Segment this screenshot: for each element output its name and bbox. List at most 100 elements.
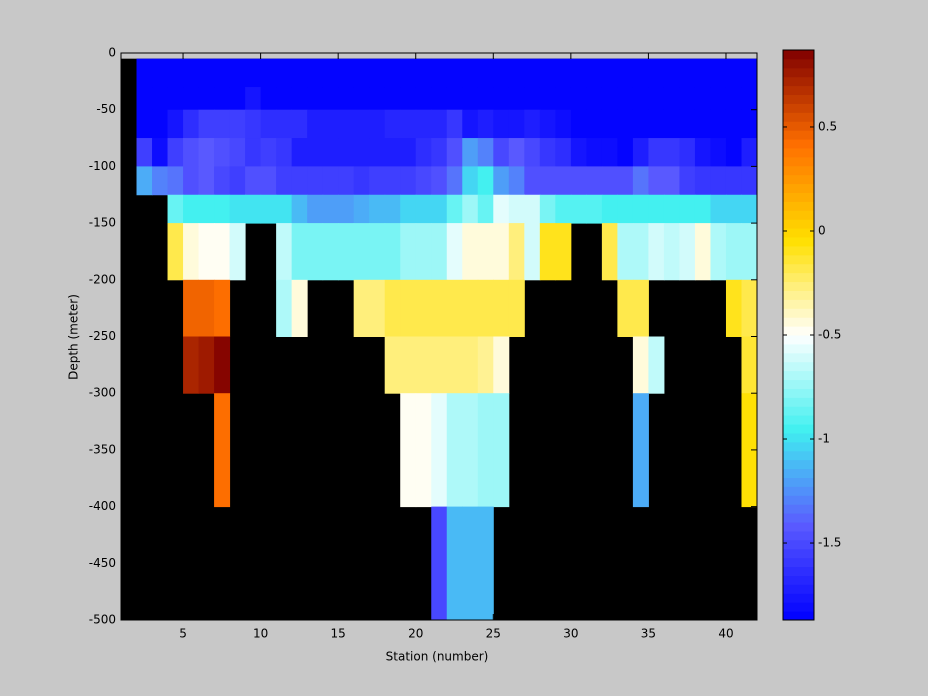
heat-cell [725,279,742,337]
heat-cell [741,87,758,111]
heat-cell [477,109,494,139]
heat-cell [338,166,355,196]
y-axis-label: Depth (meter) [67,294,81,380]
heat-cell [632,138,649,167]
heat-cell [291,279,308,337]
heat-cell [586,87,603,111]
heat-cell [617,138,634,167]
heat-cell [446,138,463,167]
heat-cell [663,166,680,196]
colorbar-swatch [783,370,814,381]
colorbar-swatch [783,85,814,96]
heat-cell [663,138,680,167]
heat-cell [384,109,401,139]
heat-cell [539,166,556,196]
heat-cell [632,58,649,88]
heat-cell [415,87,432,111]
heat-cell [446,109,463,139]
heat-cell [136,138,153,167]
heat-cell [307,223,324,281]
heat-cell [555,109,572,139]
heat-cell [477,393,494,508]
heat-cell [725,223,742,281]
heat-cell [493,58,510,88]
colorbar-swatch [783,593,814,603]
heat-cell [508,109,525,139]
heat-cell [741,166,758,196]
x-tick-label: 10 [253,627,268,641]
y-tick-label: -500 [89,613,116,627]
heat-cell [632,109,649,139]
colorbar-swatch [783,183,814,193]
heat-cell [477,138,494,167]
heat-cell [214,58,231,88]
colorbar-swatch [783,352,814,363]
heat-cell [663,223,680,281]
heat-cell [431,87,448,111]
heat-cell [477,166,494,196]
colorbar-swatch [783,335,814,345]
heat-cell [338,138,355,167]
colorbar-swatch [783,504,814,514]
heat-cell [508,87,525,111]
heat-cell [601,58,618,88]
heat-cell [431,506,448,621]
heat-cell [524,58,541,88]
heat-cell [648,58,665,88]
colorbar-swatch [783,317,814,327]
colorbar-swatch [783,477,814,487]
heat-cell [679,109,696,139]
heat-cell [446,279,463,337]
heat-cell [524,166,541,196]
colorbar-swatch [783,139,814,149]
heat-cell [183,279,200,337]
colorbar-swatch [783,495,814,505]
heat-cell [260,138,277,167]
heat-cell [508,138,525,167]
heat-cell [183,87,200,111]
heat-cell [725,166,742,196]
heat-cell [415,58,432,88]
heat-cell [322,138,339,167]
heat-cell [167,223,184,281]
heat-cell [384,58,401,88]
colorbar-swatch [783,219,814,229]
heat-cell [617,166,634,196]
heat-cell [477,279,494,337]
heat-cell [493,87,510,111]
colorbar-swatch [783,513,814,523]
heat-cell [648,138,665,167]
colorbar-swatch [783,112,814,122]
heat-cell [741,336,758,394]
y-tick-label: -150 [89,216,116,230]
heat-cell [493,138,510,167]
heat-cell [307,87,324,111]
heat-cell [353,138,370,167]
heat-cell [601,87,618,111]
heat-cell [586,138,603,167]
heat-cell [214,194,231,224]
heat-cell [632,166,649,196]
colorbar-tick-label: 0 [818,223,826,237]
heat-cell [601,109,618,139]
heat-cell [198,58,215,88]
heat-cell [539,58,556,88]
heat-cell [260,109,277,139]
colorbar-tick-label: 0.5 [818,119,837,133]
heat-cell [462,279,479,337]
heat-cell [648,223,665,281]
colorbar-swatch [783,343,814,354]
colorbar-tick-label: -0.5 [818,328,841,342]
heat-cell [570,87,587,111]
heat-cell [493,279,510,337]
heat-cell [462,336,479,394]
heat-cell [477,506,494,621]
y-tick-label: -400 [89,499,116,513]
heat-cell [400,166,417,196]
heat-cell [725,87,742,111]
heat-cell [291,58,308,88]
heat-cell [167,58,184,88]
heat-cell [462,58,479,88]
heat-cell [446,336,463,394]
heat-cell [508,166,525,196]
